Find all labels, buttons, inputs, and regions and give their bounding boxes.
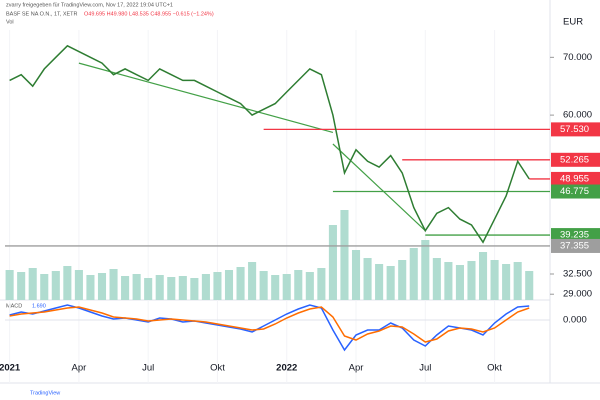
volume-bar	[317, 268, 326, 300]
volume-bar	[144, 278, 153, 300]
volume-bar	[40, 274, 49, 300]
macd-line	[9, 306, 530, 343]
volume-bar	[271, 275, 280, 300]
volume-bar	[63, 266, 72, 300]
volume-bar	[294, 270, 303, 300]
x-tick-label: Okt	[487, 363, 502, 374]
level-tag	[551, 152, 600, 167]
volume-bar	[97, 273, 107, 300]
price-line	[9, 44, 530, 244]
volume-bar	[190, 278, 199, 300]
currency: EUR	[563, 17, 583, 28]
macd-line	[9, 304, 530, 352]
volume-bar	[305, 272, 314, 300]
volume-bar	[248, 262, 257, 300]
volume-bar	[432, 258, 441, 300]
y-tick-label: 60.000	[563, 110, 592, 121]
level-tag	[551, 184, 600, 199]
level-label: 52.265	[560, 154, 589, 165]
y-tick-label: 70.000	[563, 52, 592, 63]
volume-bar	[109, 269, 118, 300]
ohlc: O49.695 H49.980 L48.535 C48.955 −0.615 (…	[84, 11, 214, 17]
level-label: 46.775	[560, 186, 589, 197]
trendline	[78, 62, 334, 134]
volume-bar	[178, 276, 187, 300]
volume-bar	[155, 275, 164, 300]
level-label: 57.530	[560, 124, 589, 135]
x-tick-label: 2022	[276, 363, 297, 374]
macd-tick-label: 0.000	[563, 315, 587, 326]
header: zvarry freigegeben für TradingView.com, …	[6, 2, 173, 8]
level-tag	[551, 228, 600, 243]
volume-bar	[259, 271, 268, 300]
level-tag	[551, 238, 600, 253]
volume-bar	[340, 210, 349, 300]
volume-bar	[224, 270, 234, 300]
volume-bar	[86, 275, 95, 300]
volume-bar	[5, 270, 14, 300]
y-tick-label: 29.000	[563, 289, 592, 300]
volume-bar	[455, 265, 464, 300]
level-tag	[551, 122, 600, 137]
volume-bar	[513, 262, 522, 300]
volume-label: Vol	[6, 19, 14, 25]
volume-bar	[351, 250, 361, 300]
level-tag	[551, 171, 600, 186]
volume-bar	[132, 274, 141, 300]
volume-bar	[17, 272, 26, 300]
volume-bar	[490, 260, 499, 300]
level-label: 48.955	[560, 173, 589, 184]
symbol: BASF SE NA O.N., 1T, XETR	[6, 11, 78, 17]
volume-bar	[167, 277, 176, 300]
volume-bar	[201, 274, 210, 300]
volume-bar	[444, 262, 453, 300]
volume-bar	[282, 274, 291, 300]
volume-bar	[121, 276, 130, 300]
x-tick-label: Apr	[71, 363, 86, 374]
macd-reading: 1.690	[32, 303, 46, 309]
x-tick-label: Okt	[210, 363, 225, 374]
volume-bar	[421, 240, 430, 300]
volume-bar	[409, 248, 418, 300]
level-label: 39.235	[560, 230, 589, 241]
volume-bar	[525, 271, 534, 300]
volume-bar	[28, 268, 37, 300]
brand: TradingView	[30, 390, 60, 396]
x-tick-label: 2021	[0, 363, 21, 374]
level-label: 37.355	[560, 240, 589, 251]
volume-bar	[51, 271, 60, 300]
volume-bar	[328, 225, 337, 300]
volume-bar	[74, 270, 83, 300]
macd-label: MACD	[6, 303, 22, 309]
volume-bar	[213, 272, 222, 300]
volume-bar	[502, 264, 511, 300]
volume-bar	[236, 267, 245, 300]
volume-bar	[478, 252, 488, 300]
trendline	[332, 143, 426, 232]
volume-bar	[398, 260, 407, 300]
volume-bar	[467, 261, 476, 300]
volume-bar	[363, 258, 372, 300]
x-tick-label: Jul	[419, 363, 431, 374]
x-tick-label: Apr	[349, 363, 364, 374]
volume-bar	[386, 266, 395, 300]
volume-bar	[375, 264, 384, 300]
y-tick-label: 32.500	[563, 269, 592, 280]
x-tick-label: Jul	[142, 363, 154, 374]
